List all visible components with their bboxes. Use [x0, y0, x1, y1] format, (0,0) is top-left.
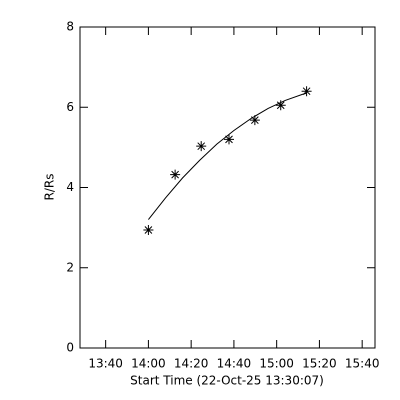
x-tick-label: 14:20 — [174, 357, 209, 371]
x-tick-label: 14:40 — [217, 357, 252, 371]
y-axis-label: R/Rs — [43, 174, 57, 201]
y-tick-label: 2 — [66, 260, 74, 274]
x-axis-label: Start Time (22-Oct-25 13:30:07) — [130, 374, 324, 388]
y-tick-label: 4 — [66, 180, 74, 194]
data-point — [223, 134, 234, 145]
x-tick-label: 15:00 — [259, 357, 294, 371]
fit-line — [148, 92, 307, 220]
data-point — [249, 115, 260, 126]
y-tick-label: 0 — [66, 341, 74, 355]
x-tick-label: 13:40 — [88, 357, 123, 371]
data-point — [196, 141, 207, 152]
x-tick-label: 14:00 — [131, 357, 166, 371]
x-tick-label: 15:20 — [302, 357, 337, 371]
data-point — [143, 225, 154, 236]
data-point — [275, 100, 286, 111]
plot-frame — [79, 26, 376, 349]
y-tick-label: 6 — [66, 100, 74, 114]
data-point — [301, 86, 312, 97]
data-point — [170, 169, 181, 180]
x-tick-label: 15:40 — [345, 357, 380, 371]
y-tick-label: 8 — [66, 20, 74, 34]
